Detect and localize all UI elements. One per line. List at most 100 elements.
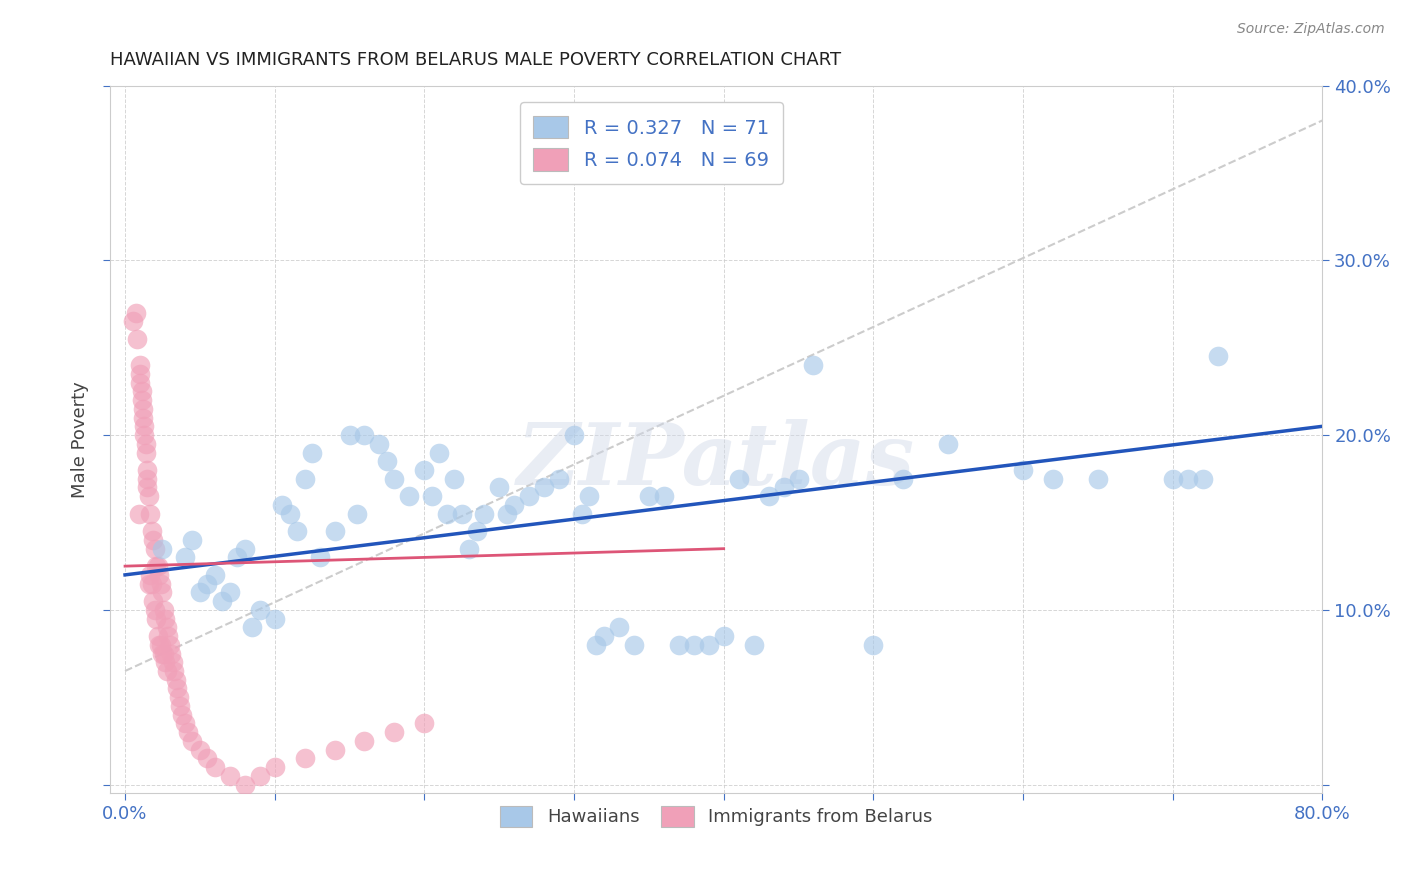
Point [145, 611, 167, 625]
Point [226, 550, 249, 565]
Point [153, 647, 176, 661]
Point [132, 410, 155, 425]
Point [167, 690, 190, 705]
Point [398, 489, 420, 503]
Point [301, 445, 323, 459]
Point [152, 541, 174, 556]
Point [121, 314, 143, 328]
Point [131, 393, 153, 408]
Point [141, 524, 163, 539]
Point [503, 498, 526, 512]
Point [413, 463, 436, 477]
Point [153, 603, 176, 617]
Point [323, 742, 346, 756]
Point [159, 638, 181, 652]
Point [413, 716, 436, 731]
Point [131, 384, 153, 399]
Point [188, 742, 211, 756]
Point [143, 541, 166, 556]
Point [278, 507, 301, 521]
Point [240, 620, 263, 634]
Point [495, 507, 517, 521]
Point [135, 437, 157, 451]
Point [146, 629, 169, 643]
Point [218, 585, 240, 599]
Point [148, 638, 170, 652]
Point [129, 358, 152, 372]
Point [668, 638, 690, 652]
Point [1206, 350, 1229, 364]
Point [585, 638, 607, 652]
Point [165, 673, 187, 687]
Point [607, 620, 630, 634]
Point [195, 576, 218, 591]
Point [384, 725, 406, 739]
Point [181, 734, 204, 748]
Point [149, 576, 172, 591]
Point [149, 638, 172, 652]
Point [637, 489, 659, 503]
Point [195, 751, 218, 765]
Point [593, 629, 616, 643]
Point [803, 358, 825, 372]
Point [143, 603, 166, 617]
Point [1012, 463, 1035, 477]
Point [517, 489, 540, 503]
Y-axis label: Male Poverty: Male Poverty [72, 381, 89, 498]
Point [124, 306, 146, 320]
Point [181, 533, 204, 547]
Point [368, 437, 391, 451]
Point [218, 769, 240, 783]
Point [142, 594, 165, 608]
Point [152, 647, 174, 661]
Point [162, 655, 184, 669]
Point [346, 507, 368, 521]
Point [174, 716, 197, 731]
Text: HAWAIIAN VS IMMIGRANTS FROM BELARUS MALE POVERTY CORRELATION CHART: HAWAIIAN VS IMMIGRANTS FROM BELARUS MALE… [110, 51, 841, 69]
Point [436, 507, 458, 521]
Point [136, 472, 159, 486]
Point [233, 778, 256, 792]
Point [652, 489, 675, 503]
Point [936, 437, 959, 451]
Point [249, 769, 271, 783]
Point [375, 454, 398, 468]
Point [548, 472, 571, 486]
Point [160, 647, 183, 661]
Point [1177, 472, 1199, 486]
Point [271, 498, 294, 512]
Point [458, 541, 481, 556]
Point [139, 507, 162, 521]
Point [772, 481, 794, 495]
Point [155, 655, 177, 669]
Point [177, 725, 200, 739]
Point [156, 664, 179, 678]
Point [682, 638, 704, 652]
Point [353, 428, 375, 442]
Point [294, 472, 316, 486]
Point [211, 594, 233, 608]
Point [169, 698, 191, 713]
Point [145, 559, 167, 574]
Point [1161, 472, 1184, 486]
Point [166, 681, 188, 696]
Point [204, 760, 226, 774]
Point [697, 638, 720, 652]
Point [308, 550, 330, 565]
Point [420, 489, 443, 503]
Point [170, 707, 193, 722]
Text: ZIPatlas: ZIPatlas [517, 419, 915, 502]
Point [138, 576, 160, 591]
Point [578, 489, 600, 503]
Point [787, 472, 810, 486]
Point [152, 585, 174, 599]
Point [134, 428, 156, 442]
Point [1191, 472, 1213, 486]
Point [188, 585, 211, 599]
Point [285, 524, 308, 539]
Point [156, 620, 179, 634]
Point [139, 567, 162, 582]
Point [142, 533, 165, 547]
Point [135, 445, 157, 459]
Point [129, 376, 152, 390]
